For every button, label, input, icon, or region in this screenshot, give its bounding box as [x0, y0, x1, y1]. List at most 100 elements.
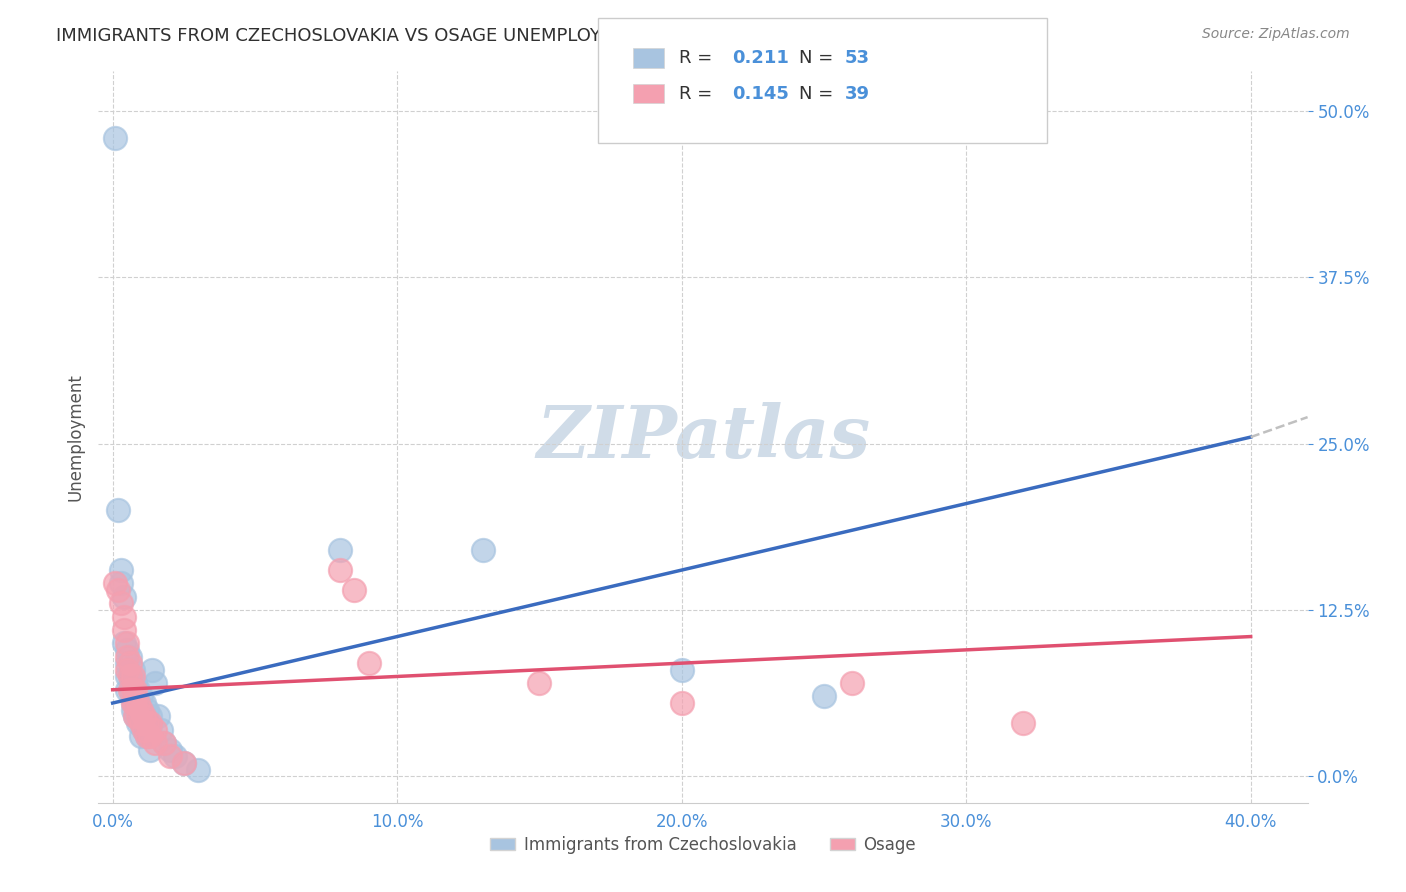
Point: [110, 563, 132, 577]
Text: IMMIGRANTS FROM CZECHOSLOVAKIA VS OSAGE UNEMPLOYMENT CORRELATION CHART: IMMIGRANTS FROM CZECHOSLOVAKIA VS OSAGE …: [56, 27, 853, 45]
Point: [115, 663, 138, 677]
Point: [357, 656, 380, 670]
Point: [121, 669, 143, 683]
Point: [115, 682, 138, 697]
Point: [127, 696, 149, 710]
Text: ZIPatlas: ZIPatlas: [536, 401, 870, 473]
Point: [121, 663, 143, 677]
Point: [127, 703, 149, 717]
Point: [471, 543, 494, 558]
Point: [124, 709, 146, 723]
Y-axis label: Unemployment: Unemployment: [66, 373, 84, 501]
Point: [129, 716, 152, 731]
Point: [132, 723, 155, 737]
Point: [146, 709, 169, 723]
Text: N =: N =: [799, 49, 838, 67]
Text: R =: R =: [679, 49, 718, 67]
Point: [129, 703, 152, 717]
Point: [110, 596, 132, 610]
Point: [132, 709, 155, 723]
Point: [129, 716, 152, 731]
Point: [104, 131, 127, 145]
Point: [132, 723, 155, 737]
Point: [129, 703, 152, 717]
Point: [135, 729, 157, 743]
Text: R =: R =: [679, 85, 718, 103]
Point: [121, 682, 143, 697]
Point: [132, 709, 155, 723]
Text: 39: 39: [845, 85, 870, 103]
Point: [124, 709, 146, 723]
Point: [127, 682, 149, 697]
Text: 53: 53: [845, 49, 870, 67]
Point: [112, 623, 135, 637]
Point: [124, 682, 146, 697]
Point: [135, 716, 157, 731]
Text: N =: N =: [799, 85, 838, 103]
Point: [135, 703, 157, 717]
Point: [841, 676, 863, 690]
Point: [118, 669, 141, 683]
Point: [118, 656, 141, 670]
Point: [115, 669, 138, 683]
Point: [107, 582, 129, 597]
Point: [138, 729, 160, 743]
Point: [115, 643, 138, 657]
Point: [112, 609, 135, 624]
Point: [112, 590, 135, 604]
Point: [813, 690, 835, 704]
Point: [329, 563, 352, 577]
Point: [121, 696, 143, 710]
Point: [143, 676, 166, 690]
Point: [118, 669, 141, 683]
Point: [121, 696, 143, 710]
Point: [115, 649, 138, 664]
Point: [141, 663, 163, 677]
Text: 0.145: 0.145: [733, 85, 789, 103]
Point: [671, 696, 693, 710]
Point: [138, 719, 160, 733]
Point: [121, 703, 143, 717]
Point: [173, 756, 195, 770]
Point: [104, 576, 127, 591]
Point: [124, 690, 146, 704]
Point: [138, 709, 160, 723]
Point: [115, 656, 138, 670]
Point: [129, 729, 152, 743]
Point: [127, 709, 149, 723]
Point: [112, 636, 135, 650]
Point: [165, 749, 187, 764]
Point: [1012, 716, 1035, 731]
Point: [173, 756, 195, 770]
Point: [127, 716, 149, 731]
Point: [159, 749, 181, 764]
Point: [124, 696, 146, 710]
Point: [138, 716, 160, 731]
Point: [118, 682, 141, 697]
Point: [115, 636, 138, 650]
Legend: Immigrants from Czechoslovakia, Osage: Immigrants from Czechoslovakia, Osage: [484, 829, 922, 860]
Point: [135, 716, 157, 731]
Point: [127, 696, 149, 710]
Point: [107, 503, 129, 517]
Point: [124, 696, 146, 710]
Text: 0.211: 0.211: [733, 49, 789, 67]
Point: [150, 723, 173, 737]
Point: [329, 543, 352, 558]
Point: [132, 696, 155, 710]
Point: [121, 690, 143, 704]
Point: [159, 742, 181, 756]
Point: [129, 709, 152, 723]
Point: [187, 763, 209, 777]
Point: [143, 736, 166, 750]
Point: [153, 736, 176, 750]
Point: [143, 723, 166, 737]
Point: [343, 582, 366, 597]
Point: [153, 736, 176, 750]
Text: Source: ZipAtlas.com: Source: ZipAtlas.com: [1202, 27, 1350, 41]
Point: [121, 676, 143, 690]
Point: [110, 576, 132, 591]
Point: [138, 742, 160, 756]
Point: [118, 682, 141, 697]
Point: [135, 729, 157, 743]
